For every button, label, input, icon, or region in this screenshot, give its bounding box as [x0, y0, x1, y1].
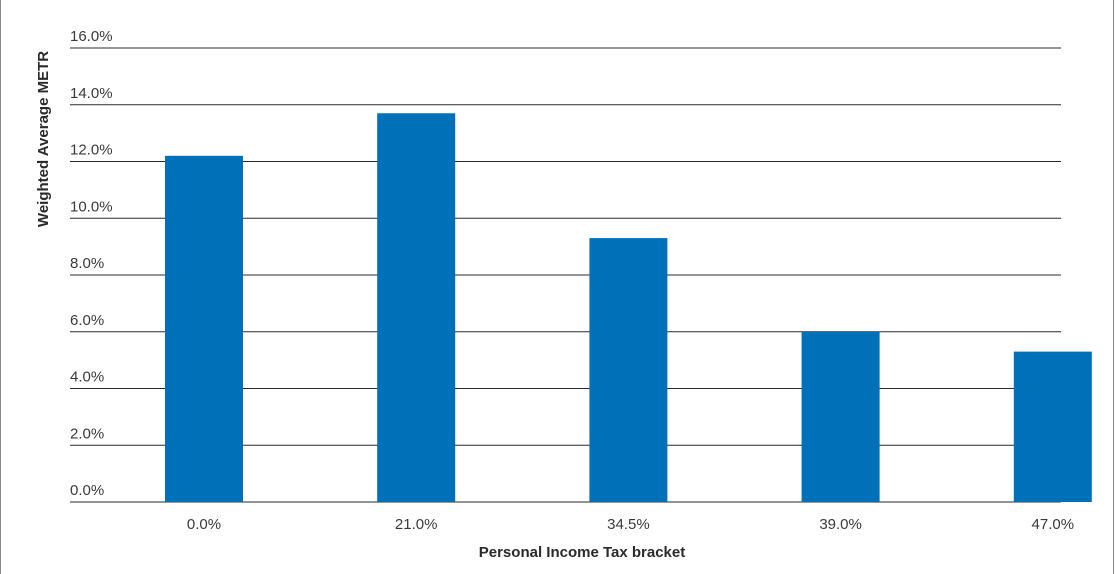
- y-tick-label: 2.0%: [70, 425, 104, 442]
- x-tick-label: 47.0%: [1032, 516, 1075, 533]
- y-tick-label: 14.0%: [70, 85, 113, 102]
- y-axis-ticks: 0.0% 2.0% 4.0% 6.0% 8.0% 10.0% 12.0% 14.0% 16.0%: [70, 28, 113, 499]
- bar: [1013, 351, 1092, 502]
- y-tick-label: 12.0%: [70, 142, 113, 159]
- x-axis-title: Personal Income Tax bracket: [479, 544, 685, 561]
- x-tick-label: 0.0%: [187, 516, 221, 533]
- bar: [801, 331, 880, 502]
- y-tick-label: 8.0%: [70, 255, 104, 272]
- y-tick-label: 10.0%: [70, 198, 113, 215]
- y-axis-title: Weighted Average METR: [35, 51, 52, 227]
- x-tick-label: 21.0%: [395, 516, 438, 533]
- y-tick-label: 0.0%: [70, 482, 104, 499]
- y-tick-label: 16.0%: [70, 28, 113, 45]
- y-tick-label: 6.0%: [70, 312, 104, 329]
- x-tick-label: 39.0%: [819, 516, 862, 533]
- bar: [377, 113, 456, 502]
- bars: [165, 113, 1092, 503]
- x-axis-ticks: 0.0% 21.0% 34.5% 39.0% 47.0%: [187, 516, 1074, 533]
- y-tick-label: 4.0%: [70, 369, 104, 386]
- x-tick-label: 34.5%: [607, 516, 650, 533]
- bar: [165, 155, 243, 502]
- bar: [589, 238, 668, 503]
